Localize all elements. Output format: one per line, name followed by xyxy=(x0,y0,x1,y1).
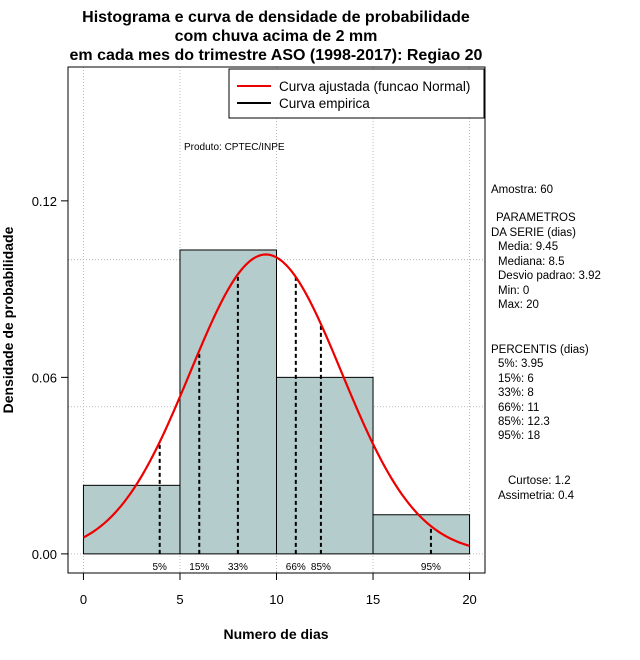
y-axis: 0.00 0.06 0.12 xyxy=(32,194,69,562)
title-line-2: com chuva acima de 2 mm xyxy=(175,28,378,45)
normal-curve-line xyxy=(82,253,470,547)
legend-box xyxy=(228,68,485,119)
percentile-5: 5%: 3.95 xyxy=(498,358,543,370)
percentile-label-0: 5% xyxy=(152,562,167,573)
y-axis-label: Densidade de probabilidade xyxy=(0,226,16,413)
histogram-bar-0 xyxy=(82,484,181,555)
param-median: Mediana: 8.5 xyxy=(498,256,565,268)
histogram-bar-1 xyxy=(179,249,278,555)
param-max: Max: 20 xyxy=(498,299,539,311)
x-axis: 0 5 10 15 20 xyxy=(80,572,477,607)
percentile-label-3: 66% xyxy=(286,562,306,573)
legend-label-fitted: Curva ajustada (funcao Normal) xyxy=(279,79,470,94)
normal-curve xyxy=(82,253,470,547)
y-tick-label-1: 0.06 xyxy=(32,370,57,385)
skewness: Assimetria: 0.4 xyxy=(498,490,575,502)
x-tick-label-1: 5 xyxy=(176,592,183,607)
percentile-15: 15%: 6 xyxy=(498,373,534,385)
x-tick-label-3: 15 xyxy=(366,592,380,607)
percentile-label-4: 85% xyxy=(311,562,331,573)
percentile-85: 85%: 12.3 xyxy=(498,416,550,428)
x-tick-label-0: 0 xyxy=(80,592,87,607)
y-tick-label-2: 0.12 xyxy=(32,194,57,209)
x-tick-label-4: 20 xyxy=(462,592,476,607)
product-annotation: Produto: CPTEC/INPE xyxy=(184,142,285,153)
percentiles-title: PERCENTIS (dias) xyxy=(491,344,589,356)
params-title-2: DA SERIE (dias) xyxy=(491,227,576,239)
sample-size: Amostra: 60 xyxy=(491,184,553,196)
stats-panel: Amostra: 60 PARAMETROS DA SERIE (dias) M… xyxy=(491,184,601,502)
param-min: Min: 0 xyxy=(498,285,529,297)
percentile-66: 66%: 11 xyxy=(498,402,539,414)
x-tick-label-2: 10 xyxy=(269,592,283,607)
kurtosis: Curtose: 1.2 xyxy=(508,475,571,487)
params-title-1: PARAMETROS xyxy=(496,212,576,224)
title-line-1: Histograma e curva de densidade de proba… xyxy=(82,9,470,26)
histogram-bar-2 xyxy=(276,376,374,555)
histogram-bar-3 xyxy=(372,514,471,555)
param-sd: Desvio padrao: 3.92 xyxy=(498,270,601,282)
percentile-label-2: 33% xyxy=(228,562,248,573)
y-tick-label-0: 0.00 xyxy=(32,547,57,562)
percentile-label-5: 95% xyxy=(421,562,441,573)
x-axis-label: Numero de dias xyxy=(223,626,328,642)
percentile-label-1: 15% xyxy=(189,562,209,573)
histogram-bars xyxy=(82,249,471,555)
chart-title: Histograma e curva de densidade de proba… xyxy=(70,9,483,64)
param-mean: Media: 9.45 xyxy=(498,241,558,253)
legend-label-empirical: Curva empirica xyxy=(279,96,370,111)
percentile-33: 33%: 8 xyxy=(498,387,534,399)
legend: Curva ajustada (funcao Normal) Curva emp… xyxy=(228,68,485,119)
title-line-3: em cada mes do trimestre ASO (1998-2017)… xyxy=(70,47,483,64)
percentile-95: 95%: 18 xyxy=(498,430,540,442)
percentile-markers: 5% 15% 33% 66% 85% 95% xyxy=(152,274,441,573)
